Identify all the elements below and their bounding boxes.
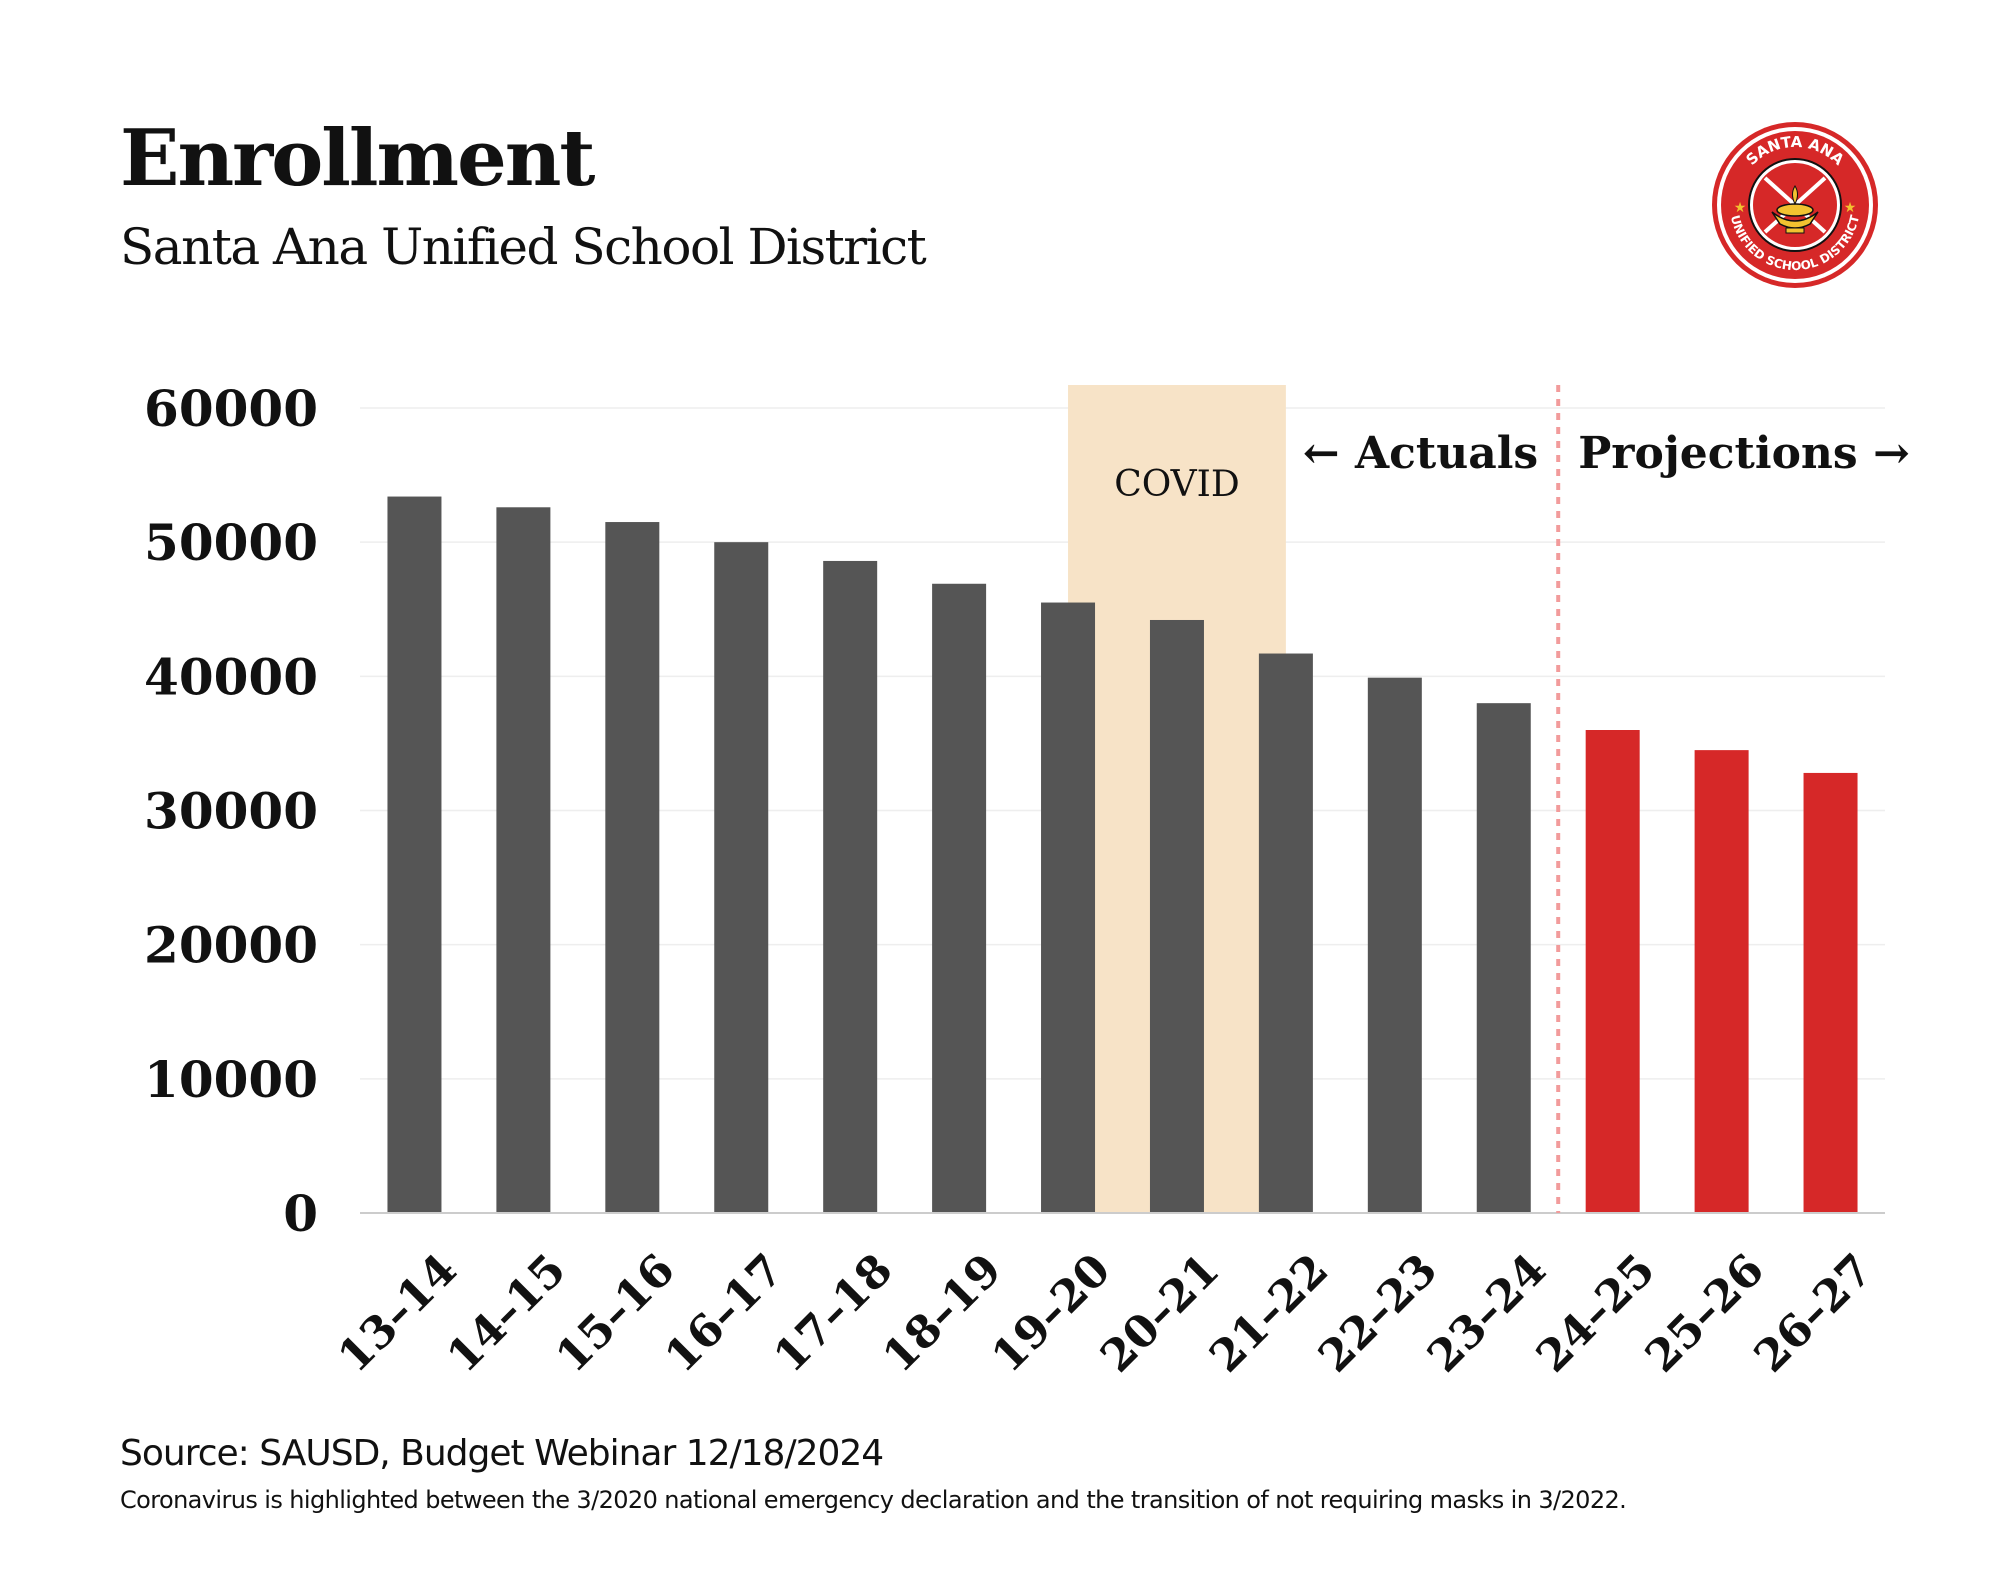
x-tick-label: 23–24 <box>1418 1244 1556 1382</box>
x-tick-label: 15–16 <box>547 1244 685 1382</box>
x-tick-label: 21–22 <box>1200 1244 1338 1382</box>
axis-layer <box>360 385 1885 1214</box>
bar-actuals-17–18 <box>823 560 878 1213</box>
y-tick-label: 10000 <box>144 1050 318 1109</box>
x-tick-label: 14–15 <box>438 1244 576 1382</box>
covid-footnote: Coronavirus is highlighted between the 3… <box>120 1486 1627 1514</box>
bar-actuals-19–20 <box>1041 602 1096 1213</box>
y-tick-label: 20000 <box>144 916 318 975</box>
x-tick-label: 20–21 <box>1091 1244 1229 1382</box>
x-tick-label: 24–25 <box>1527 1244 1665 1382</box>
bar-projections-24–25 <box>1585 730 1640 1213</box>
chart-subtitle: Santa Ana Unified School District <box>120 218 927 276</box>
actuals-label: ← Actuals <box>1303 428 1538 479</box>
bar-actuals-13–14 <box>387 496 442 1213</box>
x-tick-label: 18–19 <box>873 1244 1011 1382</box>
x-tick-label: 22–23 <box>1309 1244 1447 1382</box>
bar-actuals-15–16 <box>605 522 660 1213</box>
y-tick-label: 60000 <box>144 379 318 438</box>
x-tick-label: 26–27 <box>1745 1244 1883 1382</box>
x-tick-label: 16–17 <box>655 1244 793 1382</box>
y-tick-label: 30000 <box>144 782 318 841</box>
santa-ana-usd-seal-icon: SANTA ANA UNIFIED SCHOOL DISTRICT ★ ★ <box>1712 122 1878 288</box>
x-tick-label: 19–20 <box>982 1244 1120 1382</box>
x-tick-label: 17–18 <box>764 1244 902 1382</box>
bar-actuals-22–23 <box>1367 677 1422 1213</box>
bar-layer <box>387 496 1858 1213</box>
y-tick-label: 40000 <box>144 647 318 706</box>
covid-label: COVID <box>1114 464 1240 505</box>
chart-title: Enrollment <box>120 113 595 204</box>
source-note: Source: SAUSD, Budget Webinar 12/18/2024 <box>120 1433 884 1474</box>
x-tick-label: 13–14 <box>329 1244 467 1382</box>
bar-projections-25–26 <box>1694 750 1749 1213</box>
bar-actuals-16–17 <box>714 542 769 1213</box>
bar-actuals-14–15 <box>496 507 551 1213</box>
svg-text:★: ★ <box>1734 200 1747 216</box>
projections-label: Projections → <box>1578 428 1910 479</box>
bar-actuals-18–19 <box>932 583 987 1213</box>
y-tick-label: 0 <box>283 1184 318 1243</box>
bar-actuals-23–24 <box>1476 703 1531 1213</box>
y-tick-label: 50000 <box>144 513 318 572</box>
svg-text:★: ★ <box>1844 200 1857 216</box>
bar-projections-26–27 <box>1803 772 1858 1213</box>
x-tick-label: 25–26 <box>1636 1244 1774 1382</box>
bar-actuals-21–22 <box>1258 653 1313 1213</box>
bar-actuals-20–21 <box>1149 619 1204 1213</box>
